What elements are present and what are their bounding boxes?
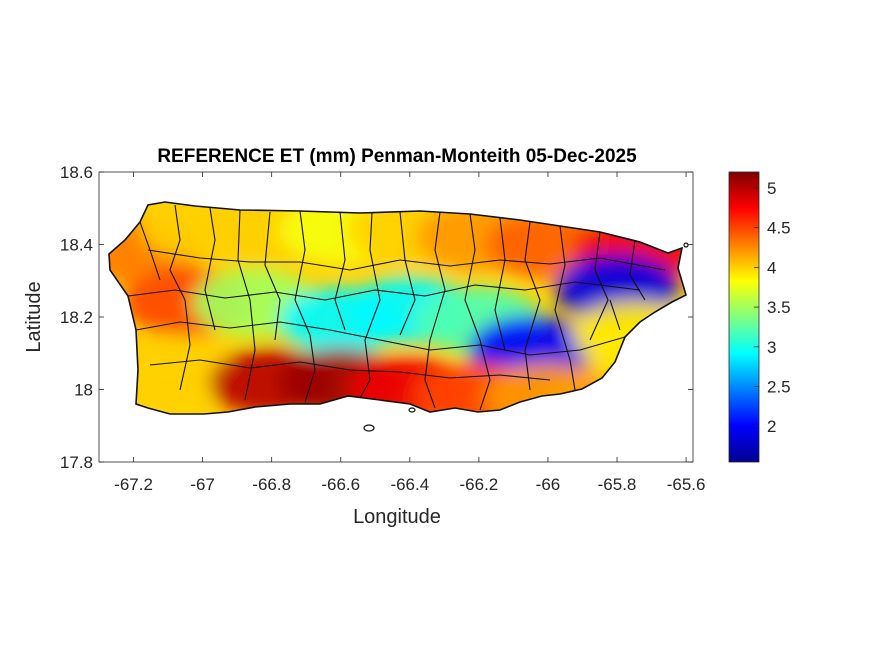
municipal-border <box>244 299 256 401</box>
islet <box>408 407 416 413</box>
municipal-border <box>464 213 481 341</box>
municipal-borders <box>127 204 666 411</box>
municipal-border <box>149 359 551 381</box>
municipal-border <box>479 339 491 411</box>
municipal-border <box>524 221 541 351</box>
colorbar-tick-label: 2.5 <box>767 378 791 397</box>
islet <box>683 242 689 248</box>
colorbar-tick-label: 3.5 <box>767 298 791 317</box>
municipal-border <box>264 211 281 341</box>
y-axis-label: Latitude <box>23 281 45 352</box>
chart-title: REFERENCE ET (mm) Penman-Monteith 05-Dec… <box>157 146 637 167</box>
x-tick-label: -67.2 <box>114 475 153 494</box>
colorbar: 2 2.5 3 3.5 4 4.5 5 <box>728 171 791 463</box>
municipal-border <box>524 349 531 391</box>
x-tick-label: -66.8 <box>252 475 291 494</box>
map-plot-area: -67.2 -67 -66.8 -66.6 -66.4 -66.2 -66 -65.8 -65.… <box>60 163 706 494</box>
x-tick-label: -66.4 <box>390 475 429 494</box>
y-axis-ticks: 17.8 18 18.2 18.4 18.6 <box>60 163 693 472</box>
municipal-border <box>127 281 641 301</box>
municipal-border <box>629 239 646 301</box>
x-tick-label: -66.6 <box>321 475 360 494</box>
municipal-border <box>609 299 621 331</box>
x-tick-label: -65.6 <box>667 475 706 494</box>
municipal-border <box>169 204 186 301</box>
municipal-border <box>179 299 191 391</box>
colorbar-tick-label: 5 <box>767 179 776 198</box>
y-tick-label: 18.2 <box>60 308 93 327</box>
x-tick-label: -67 <box>190 475 215 494</box>
municipal-border <box>429 211 446 341</box>
x-tick-label: -65.8 <box>598 475 637 494</box>
municipal-border <box>424 339 436 409</box>
colorbar-tick-label: 2 <box>767 417 776 436</box>
x-tick-label: -66 <box>536 475 561 494</box>
colorbar-tick-label: 3 <box>767 338 776 357</box>
municipal-border <box>569 359 576 391</box>
island-outline <box>108 201 687 415</box>
municipal-border <box>334 211 346 331</box>
municipal-border <box>554 225 571 361</box>
municipal-border <box>304 334 316 403</box>
municipal-border <box>237 209 251 301</box>
small-islets <box>363 242 689 432</box>
y-tick-label: 18 <box>74 381 93 400</box>
islet <box>363 424 375 432</box>
colorbar-gradient <box>728 171 760 463</box>
municipal-border <box>399 211 416 336</box>
colorbar-ticks: 2 2.5 3 3.5 4 4.5 5 <box>754 179 791 436</box>
municipal-border <box>494 217 506 351</box>
y-tick-label: 18.4 <box>60 236 93 255</box>
municipal-border <box>147 249 666 271</box>
y-tick-label: 18.6 <box>60 163 93 182</box>
x-tick-label: -66.2 <box>460 475 499 494</box>
colorbar-tick-label: 4.5 <box>767 219 791 238</box>
y-tick-label: 17.8 <box>60 453 93 472</box>
municipal-border <box>294 210 311 336</box>
colorbar-tick-label: 4 <box>767 258 776 277</box>
municipal-border <box>364 212 381 341</box>
municipal-border <box>135 321 626 356</box>
x-axis-label: Longitude <box>353 506 441 528</box>
x-axis-ticks: -67.2 -67 -66.8 -66.6 -66.4 -66.2 -66 -65.8 -65.… <box>114 172 705 494</box>
municipal-border <box>359 339 371 399</box>
municipal-border <box>204 207 216 331</box>
